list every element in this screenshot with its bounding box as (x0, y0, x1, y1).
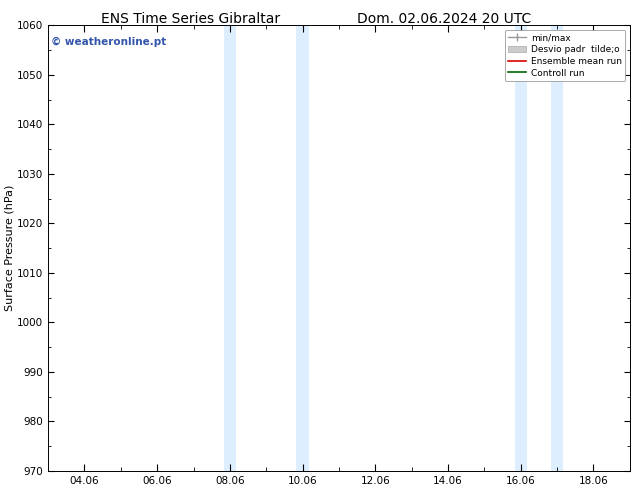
Bar (551, 25, 563, 471)
Bar (224, 25, 236, 471)
Y-axis label: Surface Pressure (hPa): Surface Pressure (hPa) (4, 185, 14, 311)
Text: © weatheronline.pt: © weatheronline.pt (51, 36, 166, 47)
Bar (297, 25, 309, 471)
Legend: min/max, Desvio padr  tilde;o, Ensemble mean run, Controll run: min/max, Desvio padr tilde;o, Ensemble m… (505, 30, 625, 81)
Text: ENS Time Series Gibraltar: ENS Time Series Gibraltar (101, 12, 280, 26)
Text: Dom. 02.06.2024 20 UTC: Dom. 02.06.2024 20 UTC (357, 12, 531, 26)
Bar (515, 25, 527, 471)
